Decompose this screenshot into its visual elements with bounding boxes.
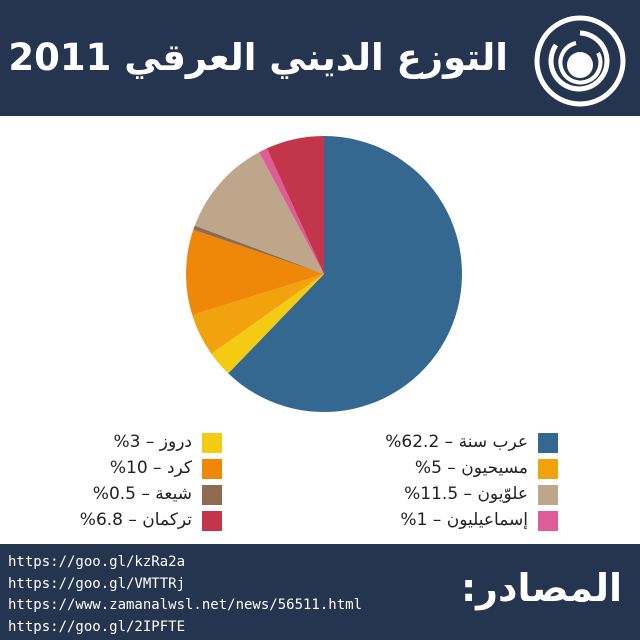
source-link[interactable]: https://goo.gl/2IPFTE — [8, 618, 186, 635]
pie-chart-area — [0, 116, 640, 426]
source-link[interactable]: https://www.zamanalwsl.net/news/56511.ht… — [8, 597, 363, 613]
pie-slice-1 — [211, 274, 324, 374]
footer-sources: https://goo.gl/kzRa2a https://goo.gl/VMT… — [0, 544, 640, 640]
legend-label: عرب سنة – 62.2% — [385, 432, 528, 452]
sources-list: https://goo.gl/kzRa2a https://goo.gl/VMT… — [8, 552, 362, 638]
legend-label: مسيحيون – 5% — [414, 458, 528, 478]
legend-swatch — [538, 511, 558, 531]
pie-slice-7 — [266, 136, 324, 274]
legend-item: إسماعيليون – 1% — [0, 508, 640, 534]
legend-swatch — [202, 459, 222, 479]
pie-slice-3 — [186, 229, 324, 315]
circle-logo-icon — [534, 15, 626, 107]
legend-swatch — [538, 485, 558, 505]
legend-swatch — [202, 485, 222, 505]
legend-label: شيعة – 0.5% — [92, 484, 192, 504]
legend-swatch — [538, 433, 558, 453]
source-link[interactable]: https://goo.gl/VMTTRj — [8, 575, 186, 592]
pie-slice-0 — [228, 136, 462, 412]
sources-label: المصادر: — [460, 566, 622, 610]
legend-label: تركمان – 6.8% — [79, 510, 192, 530]
pie-slice-6 — [259, 148, 324, 274]
pie-slice-4 — [193, 225, 324, 274]
legend-label: دروز – 3% — [113, 432, 193, 452]
legend-label: علوّيون – 11.5% — [404, 484, 528, 504]
legend-item: عرب سنة – 62.2% — [0, 430, 640, 456]
pie-slice-2 — [192, 274, 324, 354]
legend-swatch — [538, 459, 558, 479]
legend-item: علوّيون – 11.5% — [0, 482, 640, 508]
legend-label: كرد – 10% — [109, 458, 192, 478]
legend-item: دروز – 3% — [0, 430, 640, 456]
pie-chart — [186, 136, 462, 412]
legend-label: إسماعيليون – 1% — [400, 510, 528, 530]
source-link[interactable]: https://goo.gl/kzRa2a — [8, 554, 186, 570]
legend-item: شيعة – 0.5% — [0, 482, 640, 508]
legend-item: كرد – 10% — [0, 456, 640, 482]
page-title: التوزع الديني العرقي 2011 — [8, 36, 508, 79]
legend-item: مسيحيون – 5% — [0, 456, 640, 482]
header-banner: التوزع الديني العرقي 2011 — [0, 0, 640, 116]
legend-swatch — [202, 433, 222, 453]
legend-swatch — [202, 511, 222, 531]
pie-slice-5 — [194, 152, 324, 274]
legend-item: تركمان – 6.8% — [0, 508, 640, 534]
chart-legend: عرب سنة – 62.2% مسيحيون – 5% علوّيون – 11.… — [0, 424, 640, 534]
